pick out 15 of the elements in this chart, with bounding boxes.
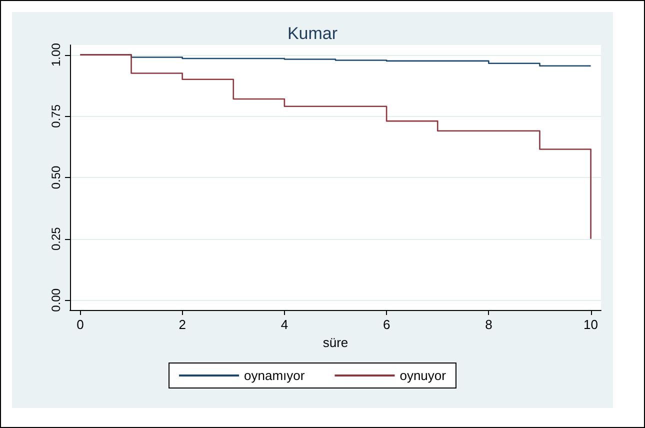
y-tick-label: 0.75 xyxy=(49,104,63,128)
x-tick-label: 10 xyxy=(584,317,598,332)
x-tick-label: 4 xyxy=(280,317,288,332)
y-tick-label: 1.00 xyxy=(49,42,63,66)
x-tick-label: 8 xyxy=(485,317,492,332)
x-tick-label: 6 xyxy=(382,317,390,332)
x-tick-label: 2 xyxy=(178,317,186,332)
chart-title: Kumar xyxy=(287,24,338,43)
y-tick-label: 0.50 xyxy=(49,166,63,190)
x-axis-title: süre xyxy=(322,335,348,350)
x-tick-label: 0 xyxy=(76,317,84,332)
y-tick-label: 0.25 xyxy=(49,226,63,251)
legend-label: oynamıyor xyxy=(244,368,306,383)
y-tick-label: 0.00 xyxy=(49,288,63,312)
legend-label: oynuyor xyxy=(400,368,447,383)
